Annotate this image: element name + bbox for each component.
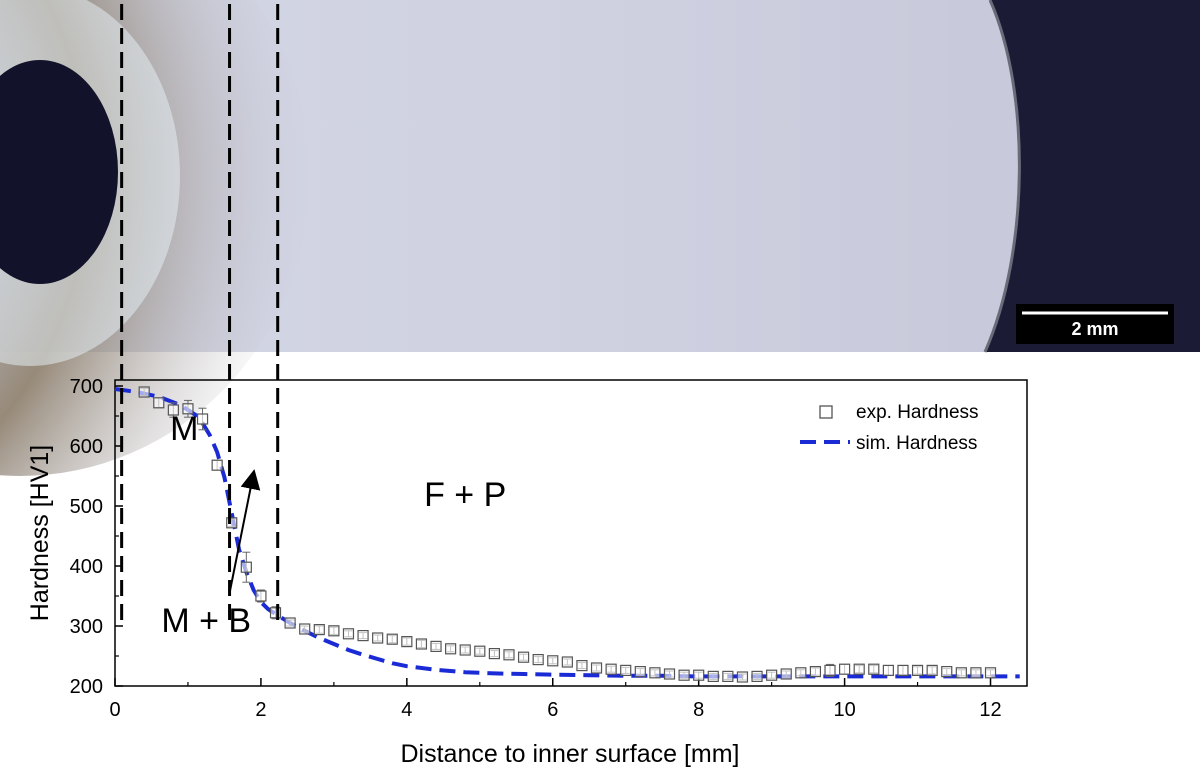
exp-hardness-point: [430, 640, 442, 653]
y-axis: 200 300 400 500 600 700: [70, 376, 123, 698]
exp-hardness-point: [167, 404, 179, 416]
phase-annotations: M M + B F + P: [161, 410, 506, 640]
x-axis-label: Distance to inner surface [mm]: [400, 740, 739, 768]
exp-hardness-point: [838, 663, 851, 675]
exp-hardness-point: [196, 413, 209, 425]
sim-hardness-line: [114, 387, 1020, 679]
exp-hardness-point: [138, 386, 150, 398]
exp-hardness-point: [269, 607, 282, 619]
exp-hardness-point: [605, 663, 617, 675]
exp-hardness-point: [372, 632, 384, 644]
exp-hardness-point: [226, 517, 238, 529]
phase-label: M: [170, 410, 198, 448]
plot-frame: [114, 379, 1028, 687]
phase-arrow: [228, 469, 261, 594]
exp-hardness-point: [386, 633, 398, 645]
exp-hardness-point: [984, 667, 997, 679]
exp-hardness-point: [766, 669, 778, 681]
exp-hardness-point: [941, 665, 953, 678]
exp-hardness-point: [328, 625, 340, 637]
legend-label-exp: exp. Hardness: [856, 402, 979, 423]
exp-hardness-point: [474, 645, 486, 657]
exp-hardness-point: [722, 670, 734, 683]
y-axis-label: Hardness [HV1]: [26, 445, 54, 621]
exp-hardness-point: [897, 664, 909, 677]
exp-hardness-point: [488, 647, 500, 660]
y-tick-label: 700: [70, 376, 103, 398]
micrograph: 2 mm: [0, 0, 1200, 476]
scale-bar-box: [1016, 304, 1174, 344]
x-tick-label: 2: [255, 699, 266, 721]
hardness-chart: 0 2 4 6 8 10 12 200 300 400 500 600 700 M M + B F + P…: [26, 376, 1028, 768]
exp-hardness-point: [970, 667, 982, 679]
exp-hardness-point: [649, 667, 661, 679]
phase-label: F + P: [424, 476, 506, 514]
exp-hardness-point: [795, 667, 807, 679]
x-tick-label: 12: [979, 699, 1001, 721]
exp-hardness-point: [459, 644, 471, 656]
exp-hardness-point: [445, 643, 457, 655]
exp-hardness-point: [751, 670, 763, 683]
outer-edge-rim: [983, 0, 1021, 353]
exp-hardness-point: [824, 664, 836, 677]
exp-hardness-point: [882, 664, 894, 677]
exp-hardness-point: [809, 665, 822, 678]
exp-hardness-point: [853, 663, 865, 675]
exp-hardness-point: [284, 617, 296, 629]
exp-hardness-point: [415, 638, 428, 650]
exp-hardness-point: [517, 651, 530, 663]
exp-hardness-point: [736, 671, 749, 683]
y-tick-label: 500: [70, 496, 103, 518]
legend-label-sim: sim. Hardness: [856, 433, 977, 454]
scale-bar-label: 2 mm: [1071, 319, 1118, 339]
exp-hardness-point: [547, 655, 559, 667]
x-tick-label: 6: [547, 699, 558, 721]
legend-marker-exp: [819, 405, 833, 419]
exp-hardness-point: [503, 649, 515, 661]
x-tick-label: 10: [833, 699, 855, 721]
exp-hardness-point: [576, 659, 588, 672]
exp-hardness-point: [561, 656, 573, 668]
exp-hardness-point: [182, 403, 194, 415]
exp-hardness-point: [211, 459, 223, 471]
y-tick-label: 200: [70, 676, 103, 698]
exp-hardness-point: [911, 664, 924, 677]
exp-hardness-point: [153, 397, 165, 409]
y-tick-label: 400: [70, 556, 103, 578]
exp-hardness-point: [955, 667, 967, 679]
phase-label: M + B: [161, 602, 251, 640]
exp-hardness-point: [693, 669, 705, 681]
legend: exp. Hardness sim. Hardness: [800, 402, 979, 454]
exp-hardness-point: [240, 561, 252, 573]
y-tick-label: 600: [70, 436, 103, 458]
exp-hardness-point: [532, 653, 544, 666]
exp-hardness-point: [678, 669, 690, 681]
series-sim-hardness: [114, 387, 1020, 679]
exp-hardness-point: [590, 662, 603, 674]
exp-hardness-point: [620, 664, 632, 677]
x-tick-label: 0: [109, 699, 120, 721]
exp-hardness-point: [926, 664, 938, 677]
x-tick-label: 4: [401, 699, 412, 721]
outer-edge: [985, 0, 1200, 352]
inner-bore: [0, 60, 118, 284]
exp-hardness-point: [299, 623, 311, 635]
x-tick-label: 8: [693, 699, 704, 721]
exp-hardness-point: [780, 668, 792, 680]
exp-hardness-point: [663, 668, 676, 680]
exp-hardness-point: [313, 623, 325, 636]
exp-hardness-point: [342, 628, 355, 640]
exp-hardness-point: [868, 663, 880, 675]
phase-boundaries: [120, 4, 280, 620]
exp-hardness-point: [401, 635, 413, 648]
exp-hardness-point: [357, 629, 369, 642]
x-axis: 0 2 4 6 8 10 12: [109, 678, 1002, 721]
exp-hardness-point: [255, 590, 267, 602]
y-tick-label: 300: [70, 616, 103, 638]
scale-bar: 2 mm: [1016, 304, 1174, 344]
series-exp-hardness: [138, 386, 997, 683]
exp-hardness-point: [634, 665, 646, 678]
exp-hardness-point: [707, 670, 719, 683]
